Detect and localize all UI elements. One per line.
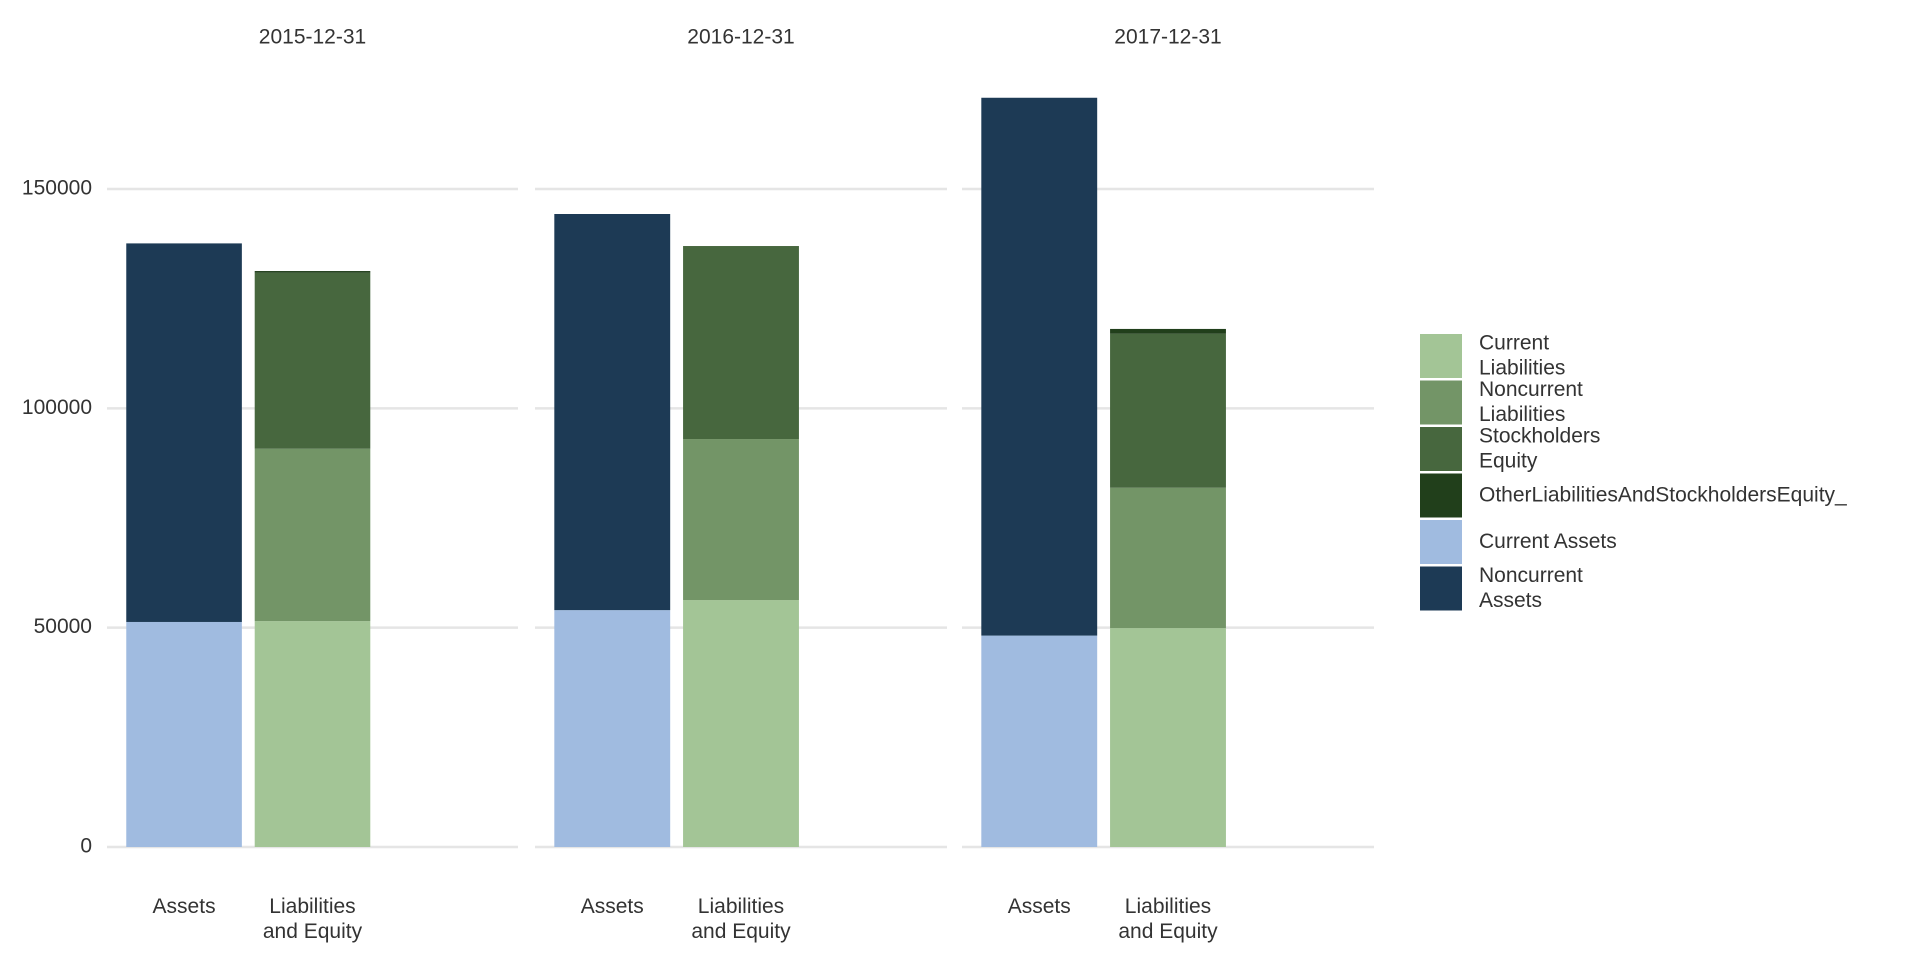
legend-label: Current Assets xyxy=(1479,530,1617,553)
x-tick-label: Liabilities and Equity xyxy=(263,895,363,943)
facet-title: 2017-12-31 xyxy=(1114,26,1221,49)
legend-label: Noncurrent Liabilities xyxy=(1479,378,1583,426)
facet-title: 2015-12-31 xyxy=(259,26,366,49)
facet-title: 2016-12-31 xyxy=(687,26,794,49)
x-tick-label: Assets xyxy=(581,895,644,918)
bar-segment xyxy=(126,243,242,622)
bar-segment xyxy=(981,97,1098,636)
legend-label: Current Liabilities xyxy=(1479,331,1565,379)
bar-segment xyxy=(254,271,371,273)
x-tick-label: Liabilities and Equity xyxy=(691,895,791,943)
legend-key xyxy=(1420,566,1462,611)
x-tick-label: Liabilities and Equity xyxy=(1118,895,1218,943)
bar-segment xyxy=(1110,333,1226,488)
bar-segment xyxy=(554,610,671,847)
legend-key xyxy=(1420,334,1462,378)
bar-segment xyxy=(1110,628,1226,847)
legend-key xyxy=(1420,473,1462,518)
bar-segment xyxy=(126,621,242,847)
y-tick-label: 50000 xyxy=(34,615,92,638)
legend-key xyxy=(1420,520,1462,564)
y-tick-label: 0 xyxy=(80,835,92,858)
bar-segment xyxy=(1110,328,1226,334)
legend-key xyxy=(1420,380,1462,425)
bar-segment xyxy=(683,246,799,440)
legend-label: Stockholders Equity xyxy=(1479,424,1600,472)
bar-segment xyxy=(683,439,799,601)
x-tick-label: Assets xyxy=(1008,895,1071,918)
bar-segment xyxy=(254,448,371,622)
legend-label: Noncurrent Assets xyxy=(1479,564,1583,612)
bar-segment xyxy=(554,214,671,611)
x-tick-label: Assets xyxy=(153,895,216,918)
bar-segment xyxy=(254,621,371,847)
bar-segment xyxy=(1110,487,1226,629)
legend-label: OtherLiabilitiesAndStockholdersEquity_ xyxy=(1479,483,1847,506)
bar-segment xyxy=(981,635,1098,847)
bar-segment xyxy=(683,600,799,847)
y-tick-label: 100000 xyxy=(22,396,92,419)
bar-segment xyxy=(254,272,371,449)
y-tick-label: 150000 xyxy=(22,177,92,200)
legend-key xyxy=(1420,427,1462,471)
